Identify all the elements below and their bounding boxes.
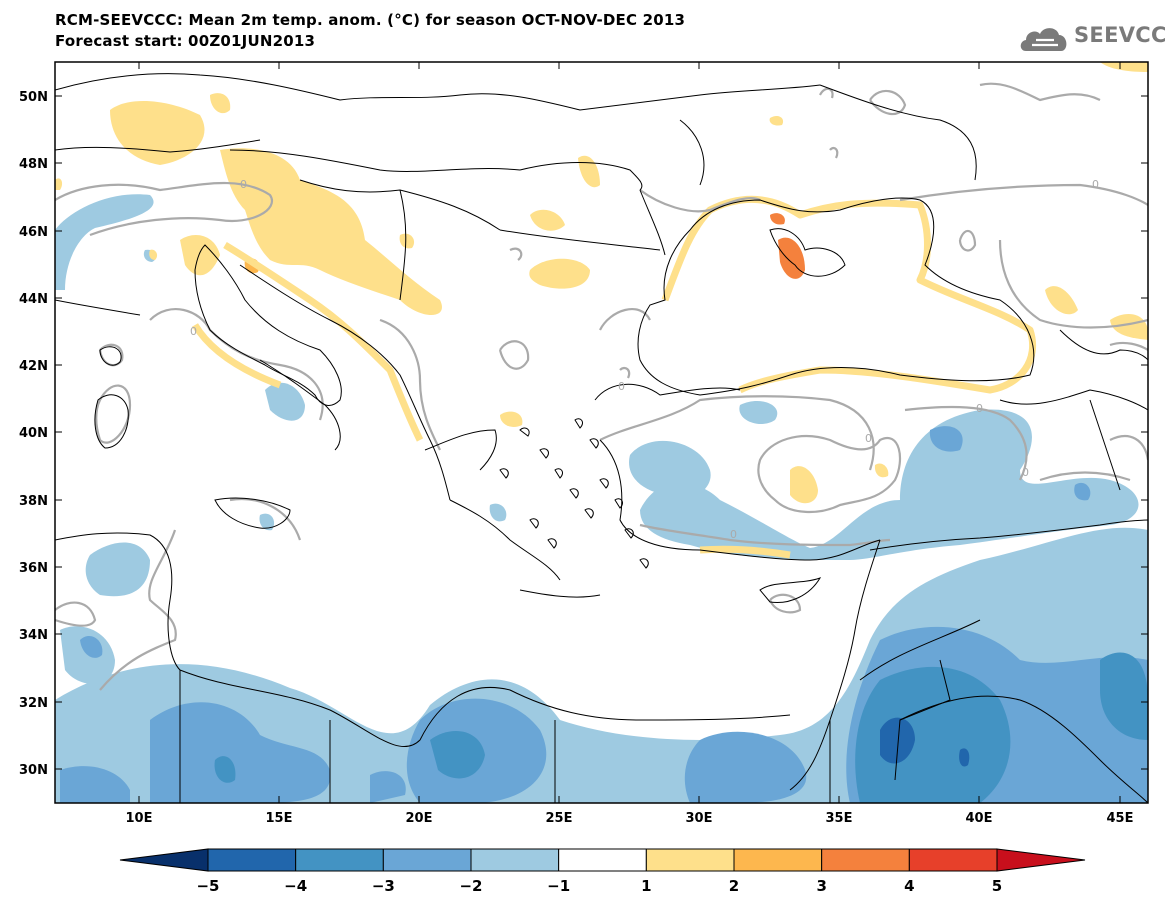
- colorbar-label: −2: [459, 877, 482, 895]
- colorbar: −5 −4 −3 −2 −1 1 2 3 4 5: [119, 848, 1086, 895]
- colorbar-segment: [207, 848, 297, 872]
- lat-tick-label: 34N: [19, 628, 48, 643]
- colorbar-label: 2: [729, 877, 739, 895]
- colorbar-segment: [382, 848, 472, 872]
- lat-tick-label: 44N: [19, 292, 48, 307]
- seevccc-logo: SEEVCCC: [1018, 20, 1165, 60]
- lon-tick-label: 20E: [406, 811, 433, 826]
- latitude-axis: 50N 48N 46N 44N 42N 40N 38N 36N 34N 32N …: [19, 90, 1148, 778]
- zero-contours: [55, 82, 1148, 691]
- title-line-2: Forecast start: 00Z01JUN2013: [55, 32, 316, 50]
- lat-tick-label: 30N: [19, 763, 48, 778]
- colorbar-segment: [821, 848, 910, 872]
- map-title: RCM-SEEVCCC: Mean 2m temp. anom. (°C) fo…: [55, 10, 685, 52]
- colorbar-label: −5: [196, 877, 219, 895]
- colorbar-label: −3: [372, 877, 395, 895]
- lat-tick-label: 42N: [19, 359, 48, 374]
- colorbar-right-triangle: [996, 848, 1086, 872]
- colorbar-segment: [558, 848, 647, 872]
- lat-tick-label: 50N: [19, 90, 48, 105]
- longitude-tick-marks: [138, 62, 1121, 803]
- anomaly-plus-1-to-2-regions: [55, 62, 1148, 504]
- contour-label: 0: [1022, 466, 1029, 479]
- lat-tick-label: 46N: [19, 225, 48, 240]
- contour-label: 0: [730, 528, 737, 541]
- lat-tick-label: 36N: [19, 561, 48, 576]
- longitude-axis: 10E 15E 20E 25E 30E 35E 40E 45E: [126, 62, 1134, 826]
- colorbar-label: 3: [816, 877, 826, 895]
- latitude-tick-marks: [55, 95, 1148, 770]
- colorbar-segment: [733, 848, 823, 872]
- aegean-islands: [499, 418, 649, 569]
- title-line-1: RCM-SEEVCCC: Mean 2m temp. anom. (°C) fo…: [55, 11, 686, 29]
- contour-label: 0: [865, 432, 872, 445]
- lon-tick-label: 15E: [266, 811, 293, 826]
- colorbar-left-triangle: [119, 848, 209, 872]
- lon-tick-label: 10E: [126, 811, 153, 826]
- anomaly-minus-3-to-4-regions: [214, 652, 1148, 803]
- cloud-icon: [1020, 28, 1067, 51]
- coastlines-and-borders: [55, 73, 1148, 803]
- contour-label: 0: [190, 325, 197, 338]
- colorbar-label: 4: [904, 877, 914, 895]
- contour-label: 0: [1092, 178, 1099, 191]
- lat-tick-label: 40N: [19, 426, 48, 441]
- anomaly-minus-4-to-5-regions: [880, 717, 970, 767]
- colorbar-label: −1: [547, 877, 570, 895]
- contour-labels: 0 0 0 0 0 0 0 0: [190, 178, 1099, 541]
- logo-text: SEEVCCC: [1074, 23, 1165, 47]
- colorbar-segment: [470, 848, 560, 872]
- lat-tick-label: 48N: [19, 157, 48, 172]
- colorbar-label: −4: [284, 877, 307, 895]
- colorbar-label: 1: [641, 877, 651, 895]
- contour-label: 0: [618, 380, 625, 393]
- colorbar-segment: [908, 848, 998, 872]
- lat-tick-label: 38N: [19, 494, 48, 509]
- lon-tick-label: 35E: [826, 811, 853, 826]
- colorbar-segment: [645, 848, 735, 872]
- map-field: 0 0 0 0 0 0 0 0: [55, 62, 1148, 803]
- colorbar-segment: [295, 848, 384, 872]
- lon-tick-label: 45E: [1107, 811, 1134, 826]
- colorbar-label: 5: [992, 877, 1002, 895]
- lon-tick-label: 30E: [686, 811, 713, 826]
- contour-label: 0: [976, 402, 983, 415]
- lon-tick-label: 40E: [966, 811, 993, 826]
- lon-tick-label: 25E: [546, 811, 573, 826]
- contour-label: 0: [240, 178, 247, 191]
- lat-tick-label: 32N: [19, 696, 48, 711]
